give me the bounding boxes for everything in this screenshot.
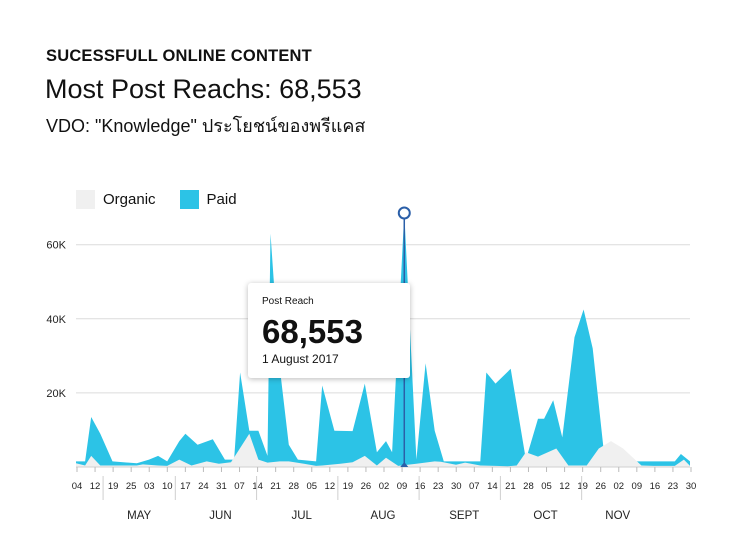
x-tick-label: 23 (433, 481, 444, 492)
x-tick-label: 21 (505, 481, 516, 492)
month-label: NOV (605, 510, 630, 522)
x-tick-label: 19 (343, 481, 354, 492)
x-tick-label: 07 (234, 481, 245, 492)
tooltip-value: 68,553 (262, 313, 363, 350)
x-tick-label: 24 (198, 481, 209, 492)
x-tick-label: 16 (650, 481, 661, 492)
x-tick-label: 14 (487, 481, 498, 492)
x-tick-label: 02 (613, 481, 624, 492)
month-label: SEPT (449, 510, 479, 522)
legend-label-paid: Paid (206, 191, 237, 208)
legend-swatch-paid (179, 190, 199, 209)
chart-subtitle: VDO: "Knowledge" ประโยชน์ของพรีแคส (46, 116, 366, 136)
x-tick-label: 12 (559, 481, 570, 492)
x-tick-label: 28 (523, 481, 534, 492)
x-tick-label: 12 (90, 481, 101, 492)
x-tick-label: 19 (108, 481, 119, 492)
x-tick-label: 07 (469, 481, 480, 492)
tooltip-date: 1 August 2017 (262, 352, 339, 366)
x-tick-label: 19 (577, 481, 588, 492)
legend-item-paid[interactable]: Paid (179, 190, 237, 209)
month-label: AUG (371, 510, 396, 522)
chart-kicker: SUCESSFULL ONLINE CONTENT (46, 47, 312, 65)
y-tick-label: 60K (46, 240, 66, 252)
month-label: MAY (127, 510, 151, 522)
y-tick-label: 20K (46, 388, 66, 400)
x-tick-label: 09 (397, 481, 408, 492)
tooltip-card: Post Reach 68,553 1 August 2017 (248, 283, 410, 378)
x-tick-label: 10 (162, 481, 173, 492)
y-tick-label: 40K (46, 314, 66, 326)
x-tick-label: 21 (270, 481, 281, 492)
month-label: OCT (533, 510, 557, 522)
chart-headline: Most Post Reachs: 68,553 (45, 74, 362, 104)
x-tick-label: 30 (686, 481, 697, 492)
x-tick-label: 31 (216, 481, 227, 492)
x-tick-label: 28 (288, 481, 299, 492)
x-tick-label: 09 (632, 481, 643, 492)
legend-item-organic[interactable]: Organic (76, 190, 156, 209)
legend-swatch-organic (76, 190, 95, 209)
x-tick-label: 26 (595, 481, 606, 492)
x-tick-label: 26 (361, 481, 372, 492)
x-tick-label: 04 (72, 481, 83, 492)
x-tick-label: 14 (252, 481, 263, 492)
highlight-base-marker (400, 462, 409, 467)
x-tick-label: 03 (144, 481, 155, 492)
x-tick-label: 16 (415, 481, 426, 492)
x-tick-label: 23 (668, 481, 679, 492)
month-label: JUL (292, 510, 313, 522)
x-tick-label: 12 (325, 481, 336, 492)
x-tick-label: 30 (451, 481, 462, 492)
series-organic-area (76, 433, 690, 467)
x-tick-label: 02 (379, 481, 390, 492)
x-tick-label: 05 (306, 481, 317, 492)
x-tick-label: 05 (541, 481, 552, 492)
month-label: JUN (209, 510, 231, 522)
legend-label-organic: Organic (103, 191, 156, 208)
tooltip-label: Post Reach (262, 296, 314, 307)
x-tick-label: 25 (126, 481, 137, 492)
x-tick-label: 17 (180, 481, 191, 492)
highlight-marker (397, 206, 411, 220)
chart-legend: Organic Paid (76, 190, 261, 209)
